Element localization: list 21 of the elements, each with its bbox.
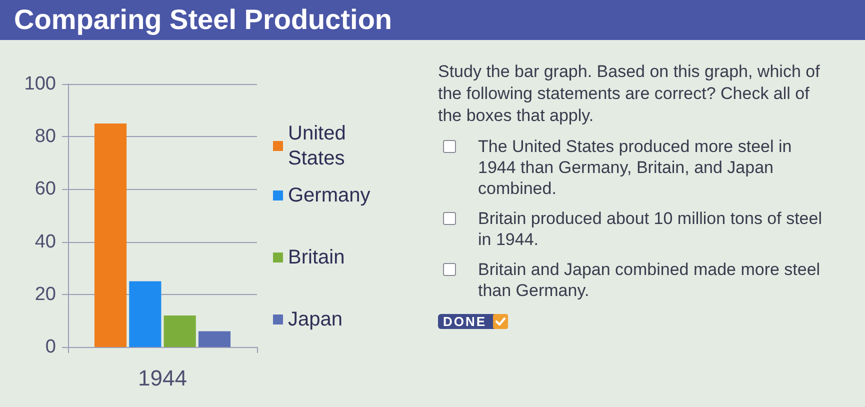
- y-tick-label: 60: [34, 178, 56, 200]
- y-tick-label: 20: [34, 284, 56, 305]
- legend-label: Japan: [288, 308, 342, 330]
- bar: [164, 315, 196, 347]
- chart-title: Comparing Steel Production: [14, 4, 392, 36]
- y-tick-label: 100: [24, 74, 56, 94]
- text: Study the bar graph. Based on this graph, which of the following statements are correct? Check all of the boxes that apply.: [438, 61, 821, 127]
- x-tick-label: 1944: [138, 366, 187, 390]
- y-tick-label: 80: [34, 126, 56, 148]
- legend-label: Germany: [288, 184, 370, 206]
- text: Britain produced about 10 million tons of steel in 1944.: [478, 208, 823, 250]
- done-button: DONE: [438, 314, 508, 329]
- bar: [198, 331, 231, 347]
- y-tick-label: 40: [34, 231, 56, 252]
- bar: [129, 281, 162, 347]
- bar: [94, 123, 127, 347]
- text: Britain and Japan combined made more steel than Germany.: [478, 259, 822, 301]
- legend-label: United States: [288, 122, 352, 170]
- y-tick-label: 0: [45, 336, 56, 358]
- legend-label: Britain: [288, 246, 345, 268]
- text: The United States produced more steel in 1944 than Germany, Britain, and Japan combined.: [478, 136, 793, 199]
